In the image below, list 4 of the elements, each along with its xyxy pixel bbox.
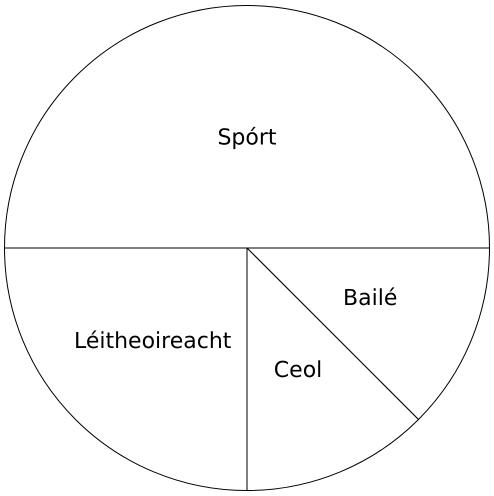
slice-label: Léitheoireacht (74, 329, 232, 354)
slice-label: Spórt (217, 126, 277, 151)
slice-label: Ceol (274, 358, 322, 383)
slice-label: Bailé (343, 286, 398, 311)
